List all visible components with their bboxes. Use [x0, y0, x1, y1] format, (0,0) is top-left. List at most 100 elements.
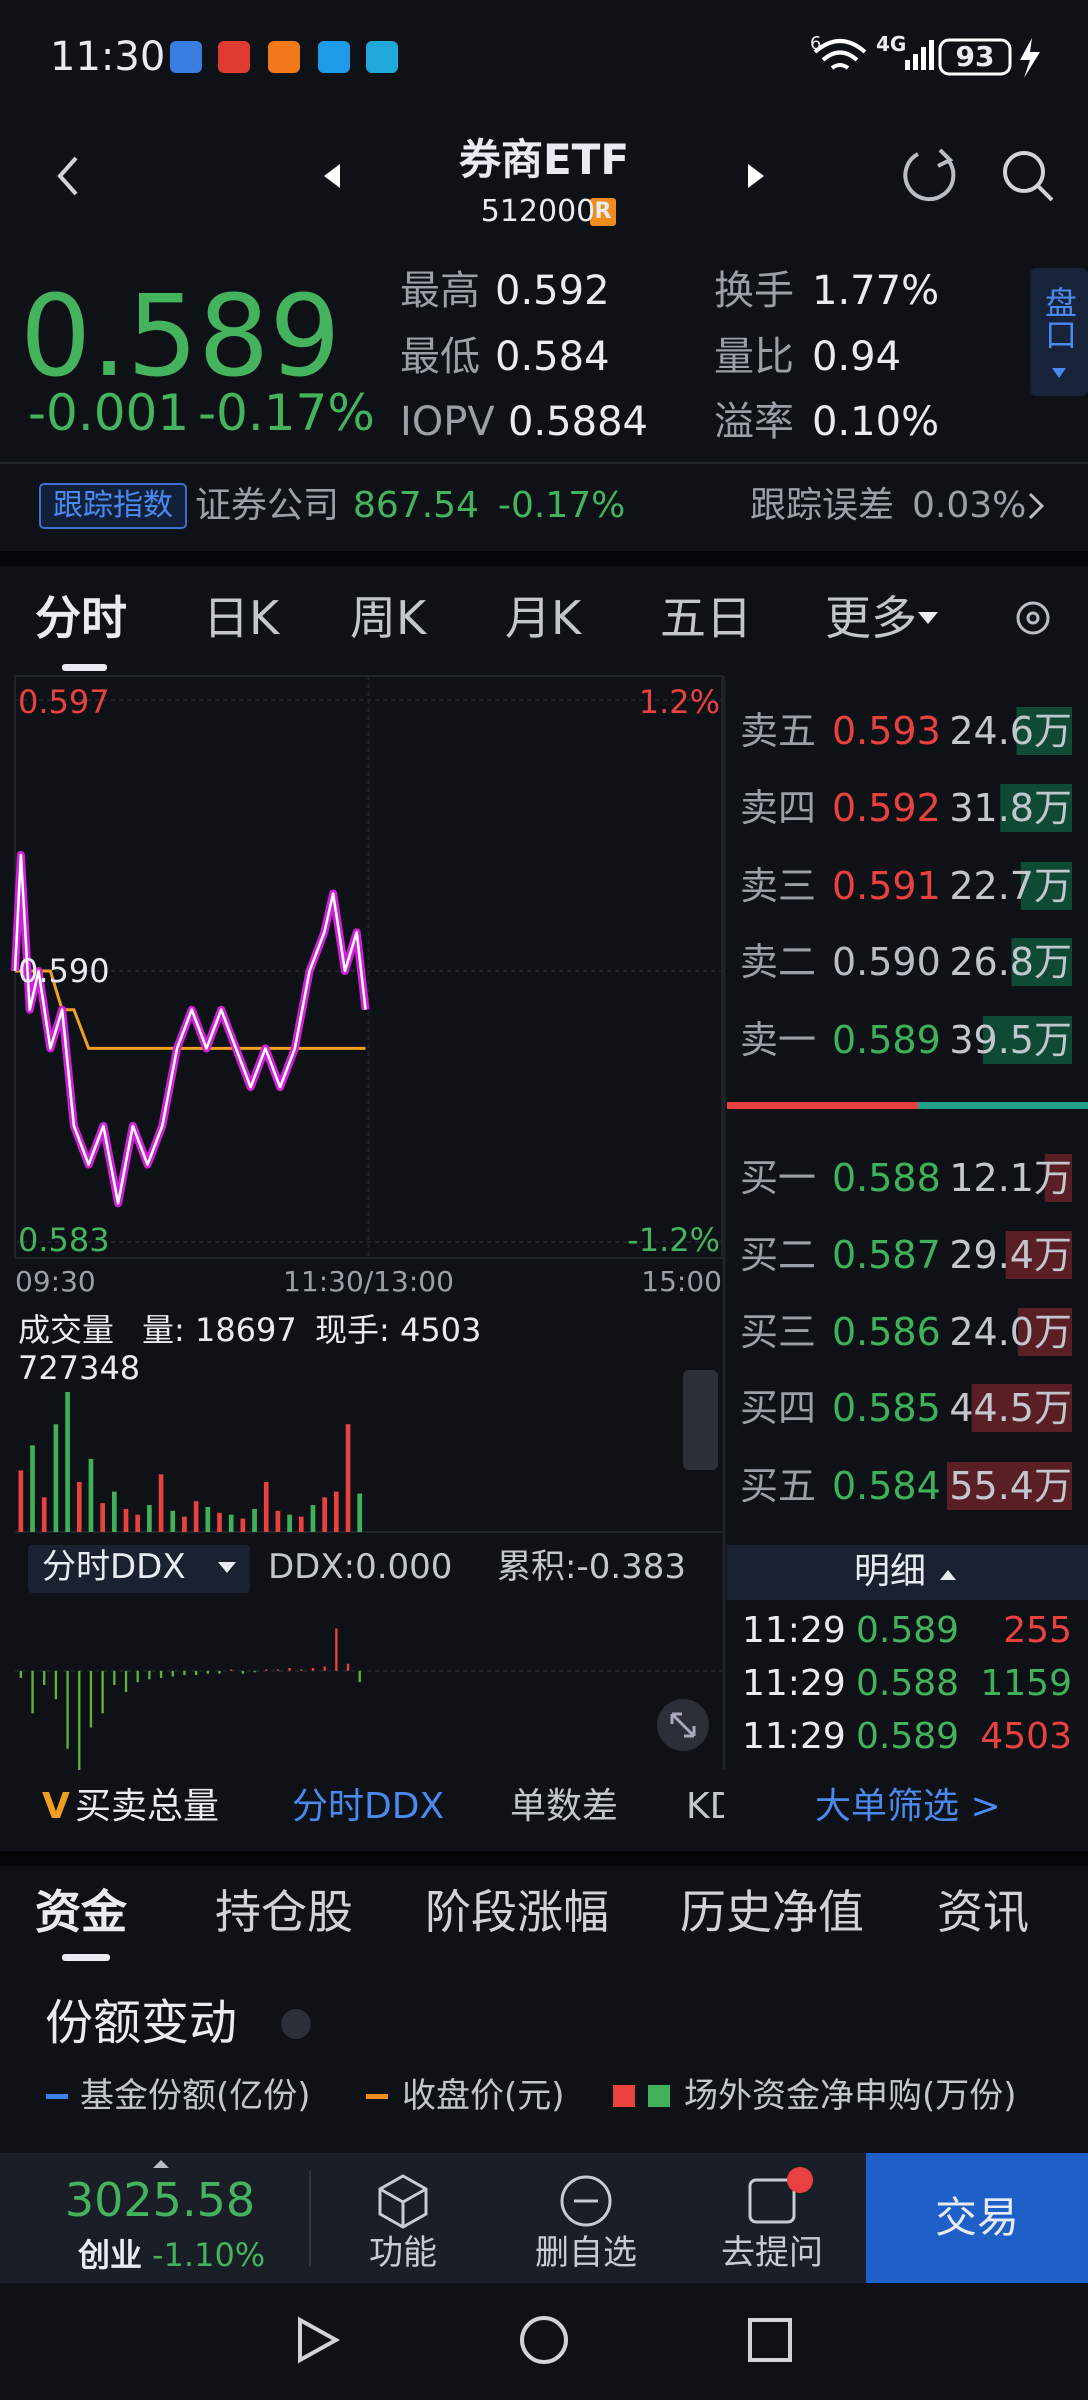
book-label: 卖二 — [740, 940, 817, 984]
section-tab[interactable]: 资讯 — [937, 1885, 1029, 1939]
section-tab[interactable]: 持仓股 — [215, 1885, 353, 1939]
next-button[interactable] — [748, 164, 764, 188]
ddx-bar — [136, 1670, 139, 1683]
info-icon[interactable] — [281, 2009, 311, 2039]
book-volume: 24.0万 — [949, 1310, 1072, 1354]
index-badge: 跟踪指数 — [53, 488, 173, 523]
nav-home[interactable] — [520, 2316, 568, 2364]
prev-button[interactable] — [324, 164, 340, 188]
wifi-icon — [813, 39, 867, 70]
book-price: 0.589 — [832, 1018, 941, 1062]
market-index-value: 3025.58 — [64, 2173, 256, 2227]
badge: R — [594, 199, 612, 224]
scroll-handle[interactable] — [683, 1370, 718, 1470]
indicator-tab[interactable]: 单数差 — [510, 1786, 619, 1827]
tab-underline — [62, 1954, 110, 1961]
remove-icon[interactable] — [560, 2175, 612, 2227]
book-price: 0.590 — [832, 940, 941, 984]
book-volume: 55.4万 — [949, 1464, 1072, 1508]
ddx-bar — [311, 1668, 315, 1671]
ddx-bar — [148, 1670, 151, 1680]
chart-tab[interactable]: 更多 — [825, 591, 917, 645]
action-label[interactable]: 去提问 — [721, 2233, 823, 2273]
volume-bar — [334, 1491, 339, 1532]
last-price: 0.589 — [20, 272, 341, 402]
ddx-selector-bg[interactable] — [28, 1545, 250, 1593]
book-label: 卖四 — [740, 786, 817, 830]
search-handle — [1036, 184, 1054, 202]
time-tick-label: 09:30 — [15, 1265, 96, 1298]
stat-label: 最低 — [400, 334, 480, 380]
app-icon — [366, 41, 398, 73]
detail-header-bg — [727, 1545, 1088, 1600]
ddx-bar — [43, 1670, 46, 1685]
chart-tab[interactable]: 周K — [350, 591, 427, 645]
book-price: 0.587 — [832, 1233, 941, 1277]
nav-back[interactable] — [298, 2316, 341, 2364]
stat-label: 最高 — [400, 268, 480, 314]
ddx-bar — [323, 1666, 326, 1671]
stat-value: 0.592 — [495, 268, 610, 314]
book-label: 买一 — [740, 1156, 817, 1200]
volume-bar — [135, 1514, 141, 1532]
nav-recent[interactable] — [748, 2318, 792, 2362]
ddx-arrow — [218, 1562, 236, 1573]
ddx-bar — [124, 1670, 128, 1693]
chart-tab[interactable]: 日K — [203, 591, 280, 645]
depth-bar — [1005, 1231, 1072, 1279]
depth-bar — [1017, 1308, 1072, 1356]
indicator-tab[interactable]: 买卖总量 — [75, 1786, 220, 1827]
trade-button[interactable] — [866, 2153, 1088, 2283]
indicator-tab[interactable]: 分时DDX — [292, 1786, 445, 1827]
side-tab[interactable]: 盘口 — [1040, 286, 1078, 350]
volume-bar — [193, 1501, 199, 1532]
chart-tab[interactable]: 五日 — [660, 591, 752, 645]
volume-total: 量: 18697 — [142, 1311, 297, 1349]
indicator-tab[interactable]: 大单筛选 > — [815, 1786, 1001, 1827]
indicator-tab[interactable]: KD — [686, 1789, 724, 1825]
book-volume: 39.5万 — [949, 1018, 1072, 1062]
ddx-bar — [19, 1670, 23, 1678]
trade-price: 0.589 — [856, 1716, 960, 1757]
ddx-bar — [335, 1628, 338, 1671]
volume-bar — [147, 1505, 152, 1532]
time-tick-label: 15:00 — [641, 1265, 722, 1298]
depth-bar — [982, 1016, 1072, 1064]
action-label[interactable]: 删自选 — [535, 2233, 637, 2273]
trade-label[interactable]: 交易 — [934, 2193, 1020, 2242]
chart-tab[interactable]: 分时 — [35, 591, 127, 645]
trade-time: 11:29 — [742, 1716, 846, 1757]
settings-button[interactable] — [1016, 601, 1050, 635]
battery-icon — [938, 38, 1012, 76]
ask-icon[interactable] — [748, 2178, 796, 2224]
depth-bar — [947, 1462, 1072, 1510]
back-button[interactable] — [57, 156, 78, 196]
detail-title[interactable]: 明细 — [853, 1551, 927, 1592]
ddx-bar — [241, 1670, 245, 1674]
chart-tab[interactable]: 月K — [505, 591, 582, 645]
market-index-change: -1.10% — [152, 2236, 266, 2274]
function-icon[interactable] — [378, 2174, 428, 2229]
action-label[interactable]: 功能 — [369, 2233, 437, 2273]
book-label: 卖一 — [740, 1018, 817, 1062]
section-tab[interactable]: 阶段涨幅 — [425, 1885, 609, 1939]
price-tick-label: 0.590 — [18, 952, 110, 990]
trade-price: 0.589 — [856, 1610, 960, 1651]
ddx-selector[interactable]: 分时DDX — [42, 1547, 186, 1587]
search-button[interactable] — [1003, 151, 1045, 193]
volume-title: 成交量 — [18, 1311, 115, 1349]
pct-tick-label: 1.2% — [638, 683, 720, 721]
trade-time: 11:29 — [742, 1610, 846, 1651]
volume-bar — [357, 1493, 363, 1532]
section-tab[interactable]: 资金 — [35, 1885, 127, 1939]
book-volume: 24.6万 — [949, 709, 1072, 753]
book-price: 0.586 — [832, 1310, 941, 1354]
side-tab-bg[interactable] — [1030, 268, 1088, 396]
refresh-button[interactable] — [903, 148, 956, 202]
section-tab[interactable]: 历史净值 — [680, 1885, 864, 1939]
badge-bg — [590, 198, 616, 226]
depth-bar — [1000, 784, 1072, 832]
ddx-bar — [66, 1670, 69, 1749]
app-icon — [218, 41, 250, 73]
wifi-badge: 6 — [810, 33, 822, 54]
